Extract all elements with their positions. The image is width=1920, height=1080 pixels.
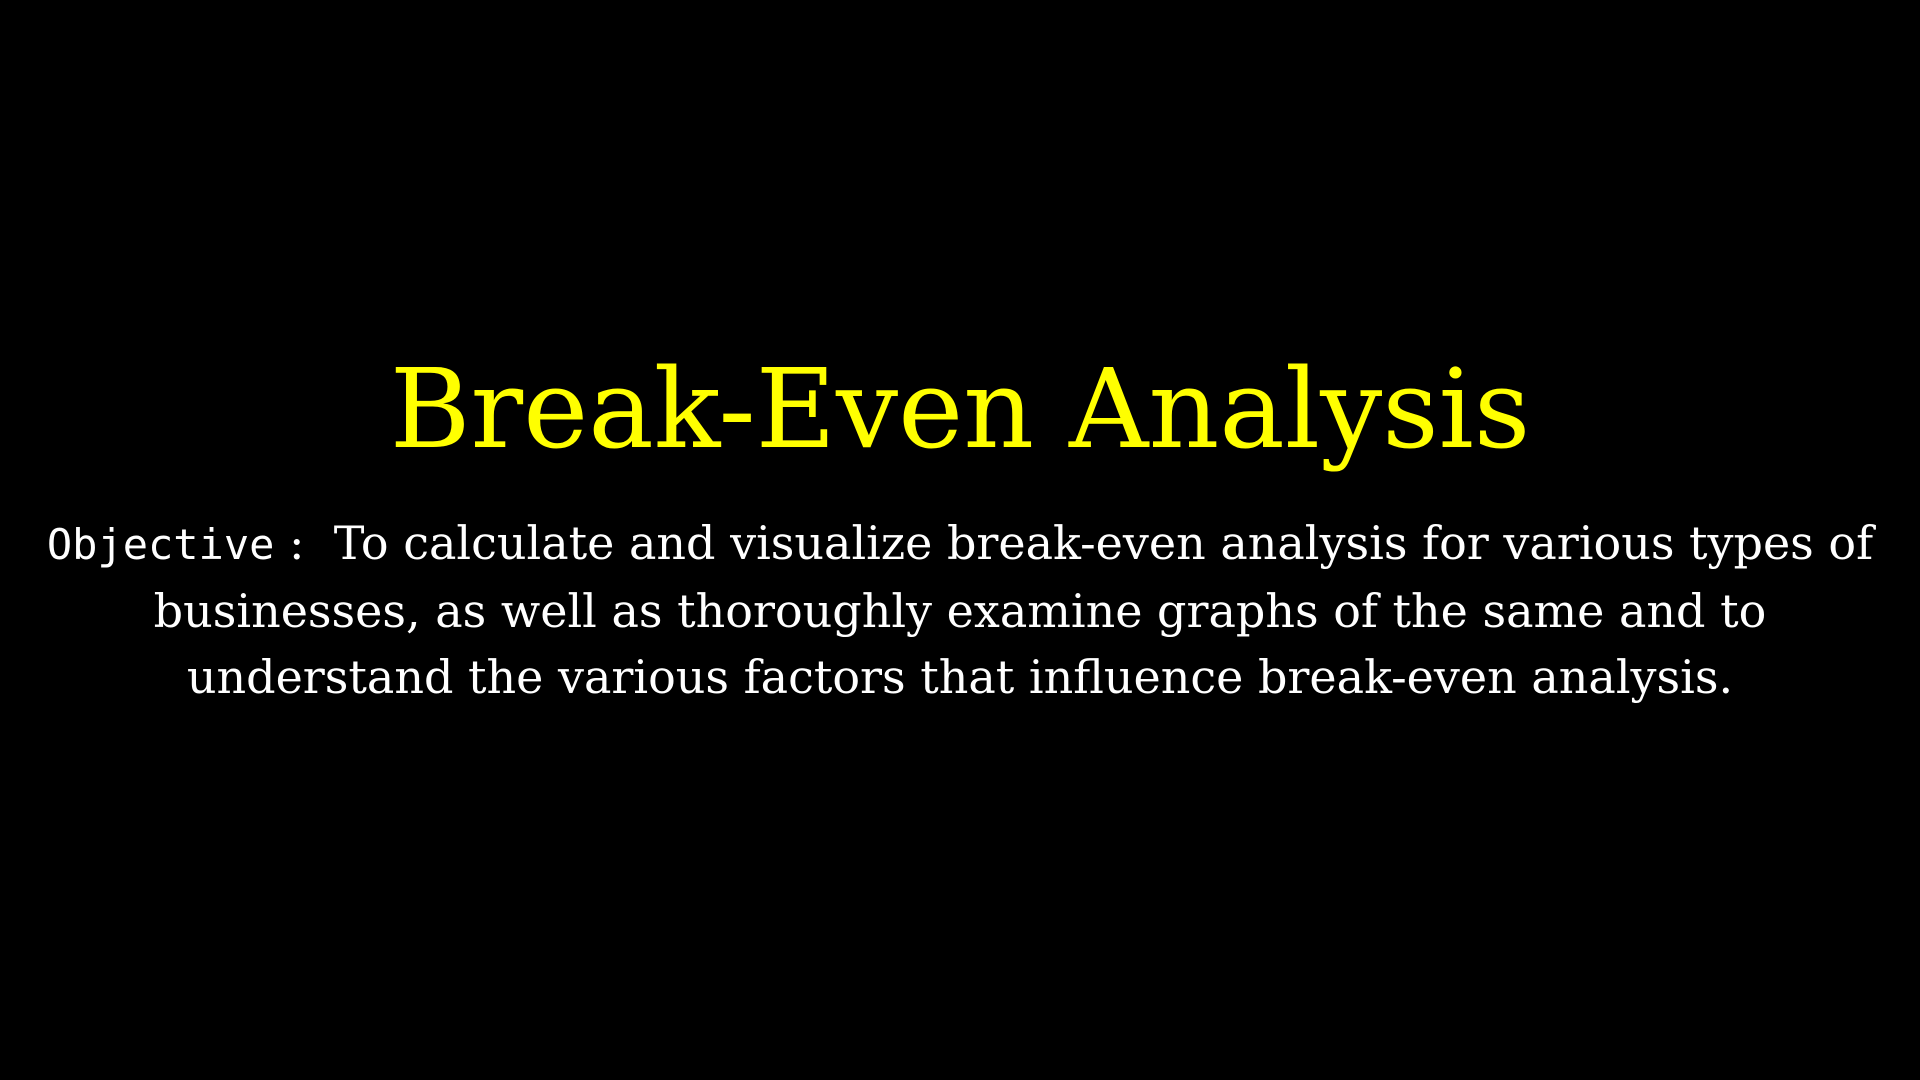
objective-colon: :: [289, 516, 305, 570]
objective-paragraph: Objective : To calculate and visualize b…: [30, 510, 1890, 710]
objective-text: To calculate and visualize break-even an…: [153, 516, 1874, 704]
slide-title: Break-Even Analysis: [389, 345, 1531, 473]
objective-label: Objective: [46, 520, 275, 569]
objective-separator: :: [274, 516, 333, 570]
